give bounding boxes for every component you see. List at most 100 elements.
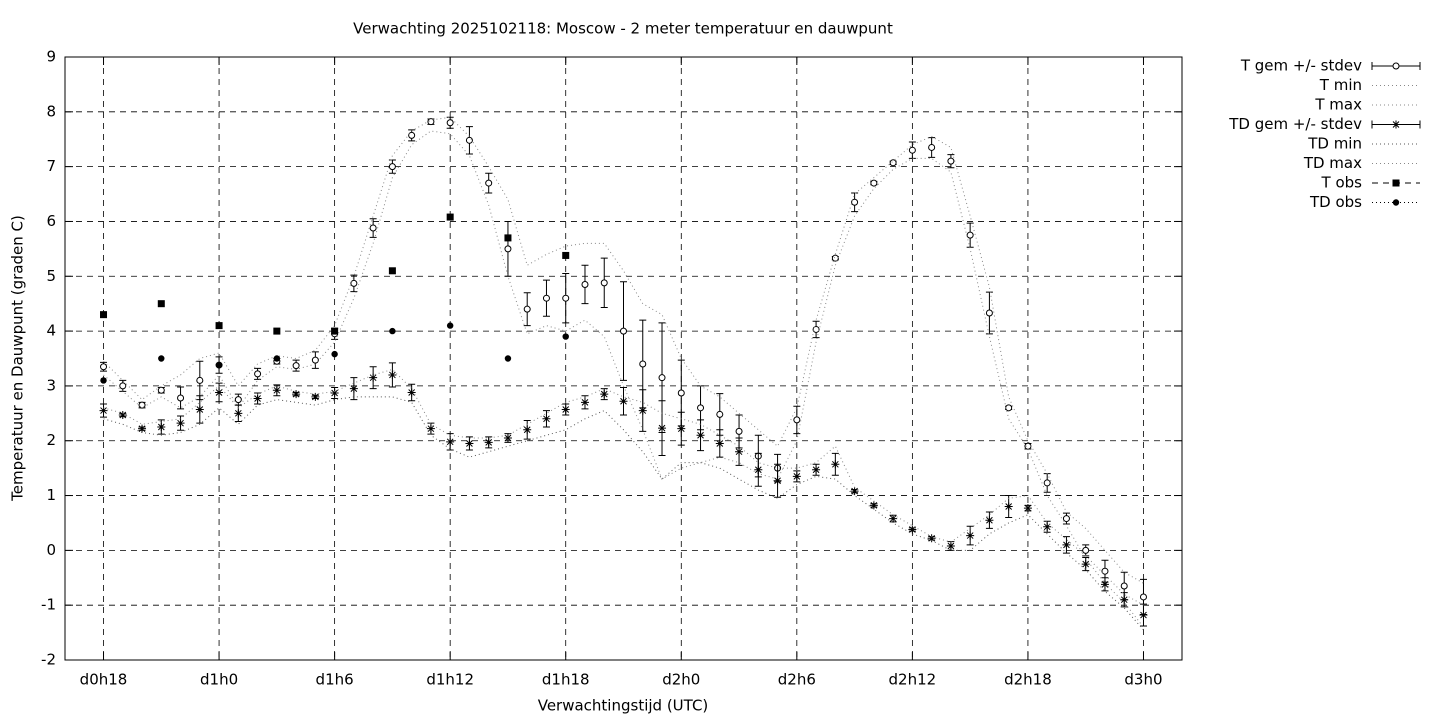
point <box>273 327 281 335</box>
point <box>446 322 454 329</box>
y-tick-label: 6 <box>46 212 56 230</box>
y-tick-label: 0 <box>46 541 56 559</box>
point <box>523 305 531 313</box>
legend-swatch <box>1371 120 1421 129</box>
point <box>1120 582 1128 590</box>
legend-label: TD max <box>1303 154 1362 172</box>
point <box>157 423 166 432</box>
point <box>754 465 763 474</box>
point <box>523 425 532 434</box>
point <box>947 157 955 165</box>
point <box>272 386 281 395</box>
legend-label: T max <box>1314 96 1362 114</box>
point <box>196 376 204 384</box>
point <box>427 118 435 126</box>
point <box>503 433 512 442</box>
legend-marker <box>1392 62 1400 70</box>
point <box>581 280 589 288</box>
point <box>100 377 107 384</box>
point <box>408 131 416 139</box>
x-tick-label: d3h0 <box>1124 671 1162 689</box>
point <box>1082 546 1090 554</box>
point <box>369 373 378 382</box>
point <box>677 424 686 433</box>
point <box>620 327 627 335</box>
point <box>157 386 165 394</box>
point <box>889 514 898 523</box>
point <box>292 390 301 399</box>
x-axis-label: Verwachtingstijd (UTC) <box>538 697 709 715</box>
point <box>254 370 262 378</box>
y-tick-label: -2 <box>41 651 56 669</box>
point <box>1139 611 1148 620</box>
point <box>908 525 917 534</box>
point <box>292 362 300 370</box>
point <box>869 501 878 510</box>
point <box>504 355 512 362</box>
point <box>928 143 936 151</box>
point <box>831 254 839 262</box>
point <box>485 179 493 187</box>
y-tick-label: 5 <box>46 267 56 285</box>
point <box>831 460 840 469</box>
point <box>369 224 377 232</box>
point <box>639 360 647 368</box>
point <box>735 447 744 456</box>
point <box>1139 593 1147 601</box>
y-tick-label: 3 <box>46 376 56 394</box>
legend-label: T gem +/- stdev <box>1240 57 1362 75</box>
x-tick-label: d2h6 <box>778 671 816 689</box>
point <box>389 327 396 335</box>
point <box>985 309 993 317</box>
point <box>966 231 974 239</box>
range-line <box>103 396 1144 631</box>
point <box>446 119 454 127</box>
point <box>234 396 242 404</box>
point <box>658 424 667 433</box>
point <box>311 392 320 401</box>
point <box>504 234 512 242</box>
point <box>1101 567 1109 575</box>
x-tick-label: d2h12 <box>889 671 937 689</box>
point <box>177 394 185 402</box>
plot-border <box>64 56 1183 661</box>
point <box>658 374 666 382</box>
legend-label: TD gem +/- stdev <box>1228 115 1362 133</box>
point <box>273 355 281 362</box>
point <box>176 419 185 428</box>
x-tick-label: d1h0 <box>200 671 238 689</box>
point <box>350 279 358 287</box>
point <box>966 531 975 540</box>
point <box>812 325 820 333</box>
point <box>215 388 224 397</box>
point <box>311 356 319 364</box>
x-tick-label: d1h12 <box>426 671 474 689</box>
point <box>715 439 724 448</box>
legend-label: T obs <box>1321 174 1363 192</box>
legend-label: T min <box>1319 76 1362 94</box>
x-tick-label: d0h18 <box>80 671 128 689</box>
point <box>388 267 396 275</box>
point <box>215 361 223 369</box>
point <box>119 382 127 390</box>
point <box>1043 479 1051 487</box>
point <box>600 390 609 399</box>
point <box>792 472 801 481</box>
legend-marker <box>1392 120 1400 129</box>
point <box>484 438 493 447</box>
point <box>889 159 897 167</box>
point <box>812 465 821 474</box>
point <box>851 198 859 206</box>
point <box>446 437 455 446</box>
point <box>638 406 647 415</box>
point <box>331 327 339 335</box>
legend-marker <box>1392 179 1400 187</box>
legend-label: TD obs <box>1309 193 1362 211</box>
point <box>793 416 801 424</box>
point <box>985 516 994 525</box>
y-tick-label: 1 <box>46 486 56 504</box>
point <box>100 363 108 371</box>
chart-title: Verwachting 2025102118: Moscow - 2 meter… <box>353 20 893 38</box>
y-tick-label: 4 <box>46 322 56 340</box>
